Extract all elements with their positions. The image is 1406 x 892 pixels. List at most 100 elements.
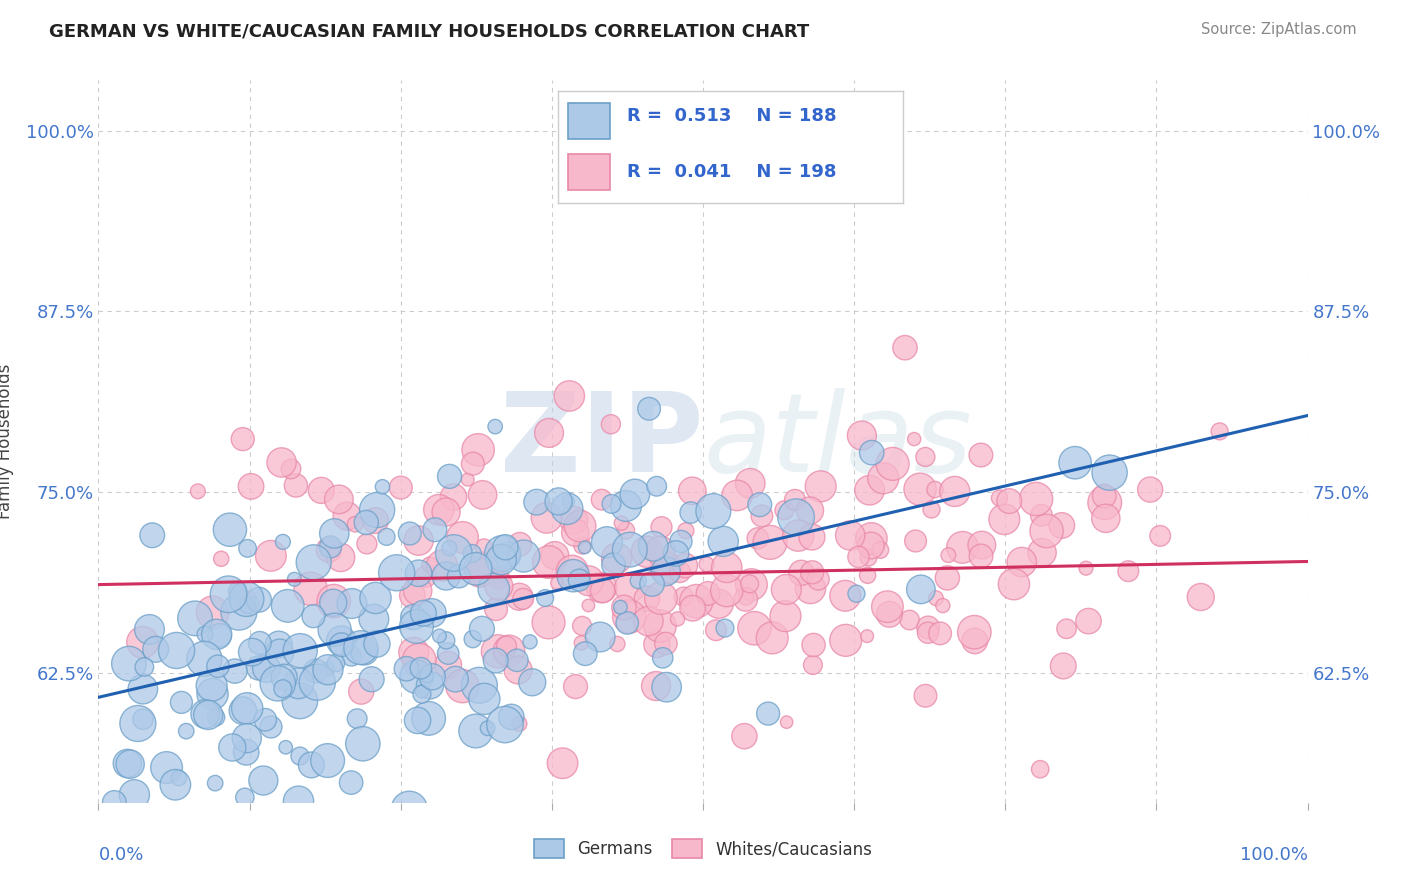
Point — [860, 532, 883, 546]
Point — [179, 833, 201, 847]
Point — [328, 492, 350, 507]
Point — [801, 658, 824, 673]
Point — [389, 481, 412, 495]
Point — [325, 656, 347, 670]
Point — [963, 625, 986, 640]
Point — [799, 503, 821, 517]
Point — [364, 514, 387, 528]
Point — [205, 710, 228, 724]
Point — [472, 541, 495, 555]
Point — [591, 581, 613, 595]
Point — [134, 814, 156, 828]
Point — [434, 569, 457, 583]
Point — [287, 676, 309, 690]
Point — [193, 652, 215, 666]
Point — [1092, 489, 1115, 503]
Point — [602, 558, 624, 572]
Point — [1064, 456, 1087, 470]
Point — [467, 442, 489, 457]
Point — [869, 543, 891, 558]
Point — [451, 531, 474, 545]
Point — [681, 483, 703, 498]
Point — [304, 664, 326, 678]
Point — [408, 653, 430, 667]
Point — [544, 549, 567, 563]
Point — [609, 600, 631, 615]
Point — [420, 670, 443, 684]
Point — [665, 546, 688, 560]
Point — [375, 530, 398, 544]
Point — [555, 501, 578, 516]
Point — [738, 577, 761, 591]
Point — [751, 508, 773, 523]
Point — [759, 535, 782, 549]
Point — [415, 569, 437, 583]
Point — [637, 614, 659, 628]
Point — [437, 657, 460, 672]
Point — [405, 619, 427, 633]
Point — [408, 533, 430, 548]
Point — [273, 670, 295, 684]
Point — [685, 594, 707, 608]
Text: 100.0%: 100.0% — [1240, 847, 1308, 864]
Point — [316, 662, 339, 676]
Point — [366, 503, 388, 517]
Point — [232, 432, 254, 446]
Point — [260, 549, 283, 563]
Point — [323, 623, 346, 637]
Point — [204, 776, 226, 790]
Point — [509, 537, 531, 551]
Point — [1052, 659, 1074, 673]
Point — [574, 647, 596, 661]
Point — [714, 621, 737, 635]
Point — [267, 676, 290, 690]
Point — [641, 577, 664, 591]
Point — [371, 480, 394, 494]
Y-axis label: Family Households: Family Households — [0, 364, 14, 519]
Point — [845, 587, 868, 601]
Point — [682, 601, 704, 615]
Point — [839, 528, 862, 542]
Point — [636, 544, 658, 558]
Point — [411, 687, 433, 701]
Point — [578, 574, 600, 588]
Point — [790, 566, 813, 580]
Point — [311, 483, 333, 498]
Point — [655, 680, 678, 694]
Point — [134, 660, 156, 674]
Point — [117, 756, 139, 771]
Point — [799, 582, 821, 596]
Point — [783, 492, 806, 507]
Point — [536, 510, 558, 524]
Point — [616, 615, 638, 630]
Point — [429, 629, 451, 643]
Point — [1056, 622, 1078, 636]
Point — [908, 482, 931, 496]
Point — [208, 628, 231, 642]
Point — [238, 591, 260, 606]
Point — [235, 592, 257, 607]
Point — [402, 610, 425, 624]
Point — [233, 790, 256, 805]
Point — [444, 672, 467, 686]
Point — [194, 627, 217, 641]
Point — [288, 694, 311, 708]
Point — [437, 647, 460, 661]
Point — [1031, 546, 1053, 560]
Point — [447, 569, 470, 583]
Point — [592, 583, 614, 598]
Point — [145, 642, 167, 657]
Point — [1077, 614, 1099, 628]
Point — [165, 778, 187, 792]
Point — [537, 615, 560, 630]
Point — [316, 754, 339, 768]
Point — [564, 680, 586, 694]
Point — [482, 582, 505, 596]
Point — [344, 517, 367, 532]
Point — [236, 731, 259, 746]
Point — [988, 491, 1011, 505]
Point — [409, 661, 432, 675]
Point — [571, 636, 593, 650]
Point — [669, 565, 692, 579]
Point — [697, 586, 720, 600]
